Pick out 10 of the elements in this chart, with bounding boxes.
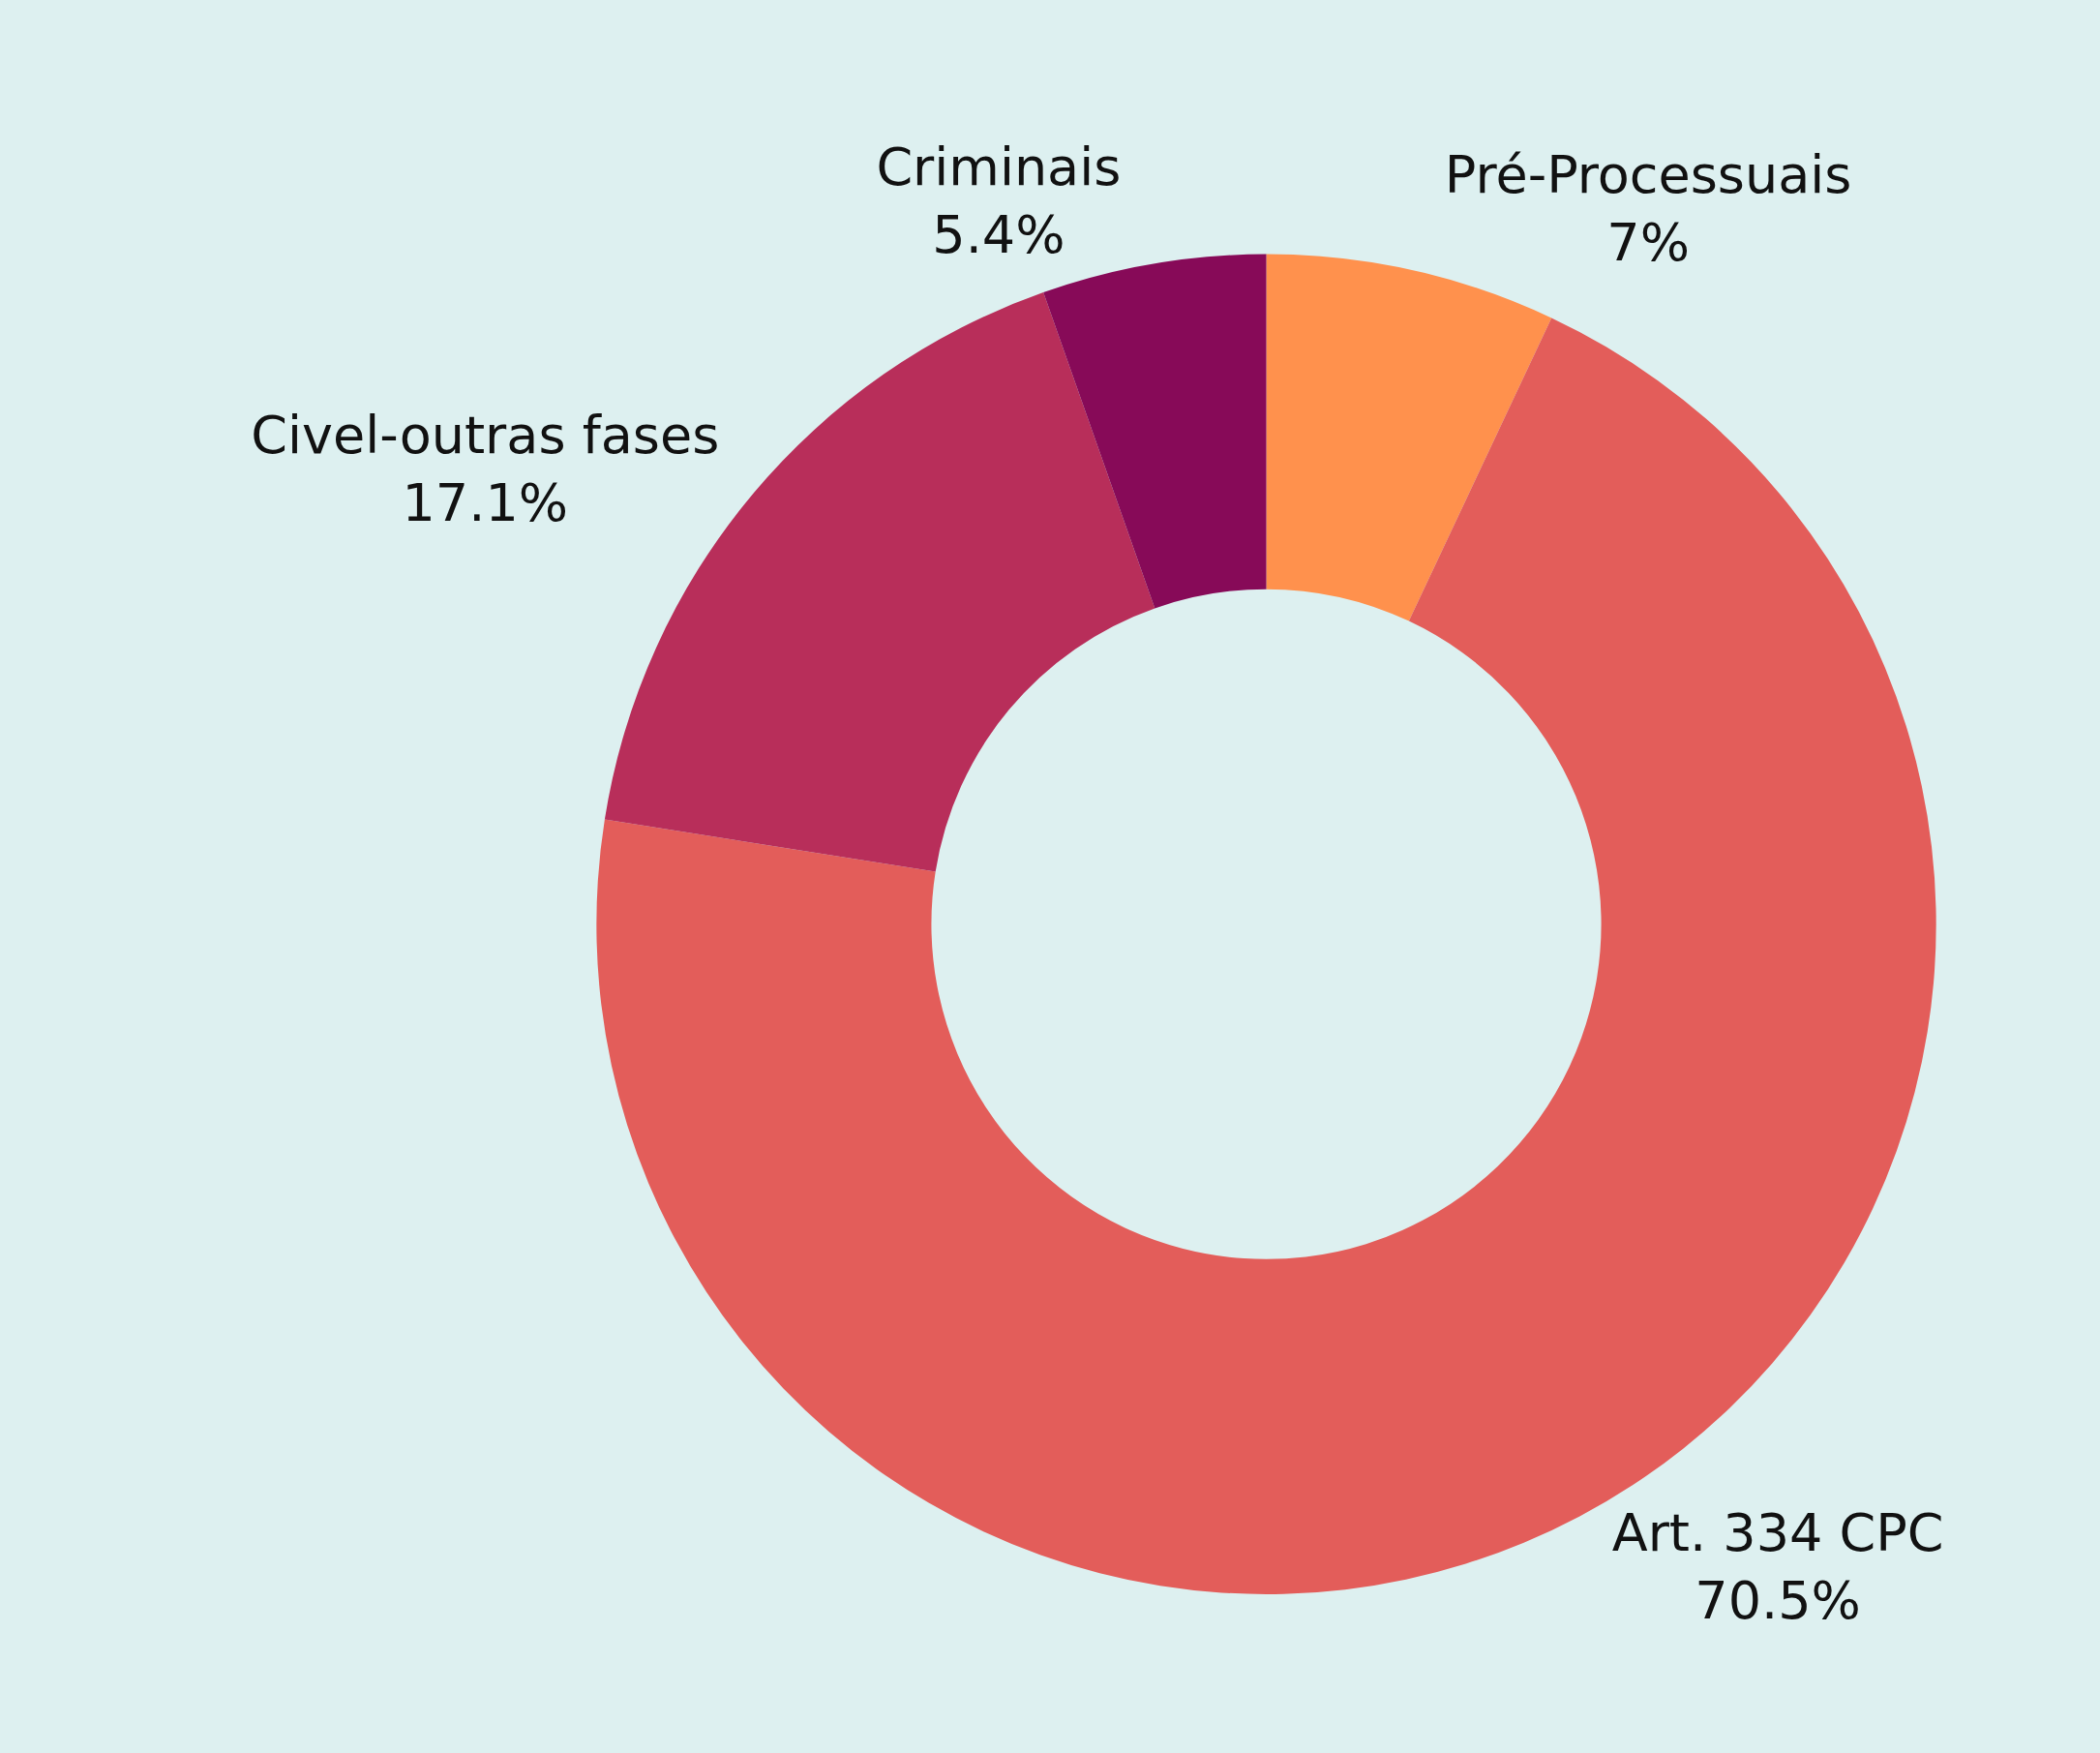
slice-label: Civel-outras fases — [251, 405, 720, 467]
donut-slice — [1266, 254, 1552, 621]
slice-label: Criminais — [876, 136, 1122, 198]
data-label: 5.4% — [932, 204, 1065, 266]
slice-label: Art. 334 CPC — [1611, 1501, 1944, 1563]
slice-label: Pré-Processuais — [1444, 144, 1852, 206]
data-label: 17.1% — [402, 472, 569, 534]
donut-slice — [1043, 254, 1267, 609]
data-label: 7% — [1606, 212, 1690, 274]
data-label: 70.5% — [1695, 1570, 1861, 1632]
